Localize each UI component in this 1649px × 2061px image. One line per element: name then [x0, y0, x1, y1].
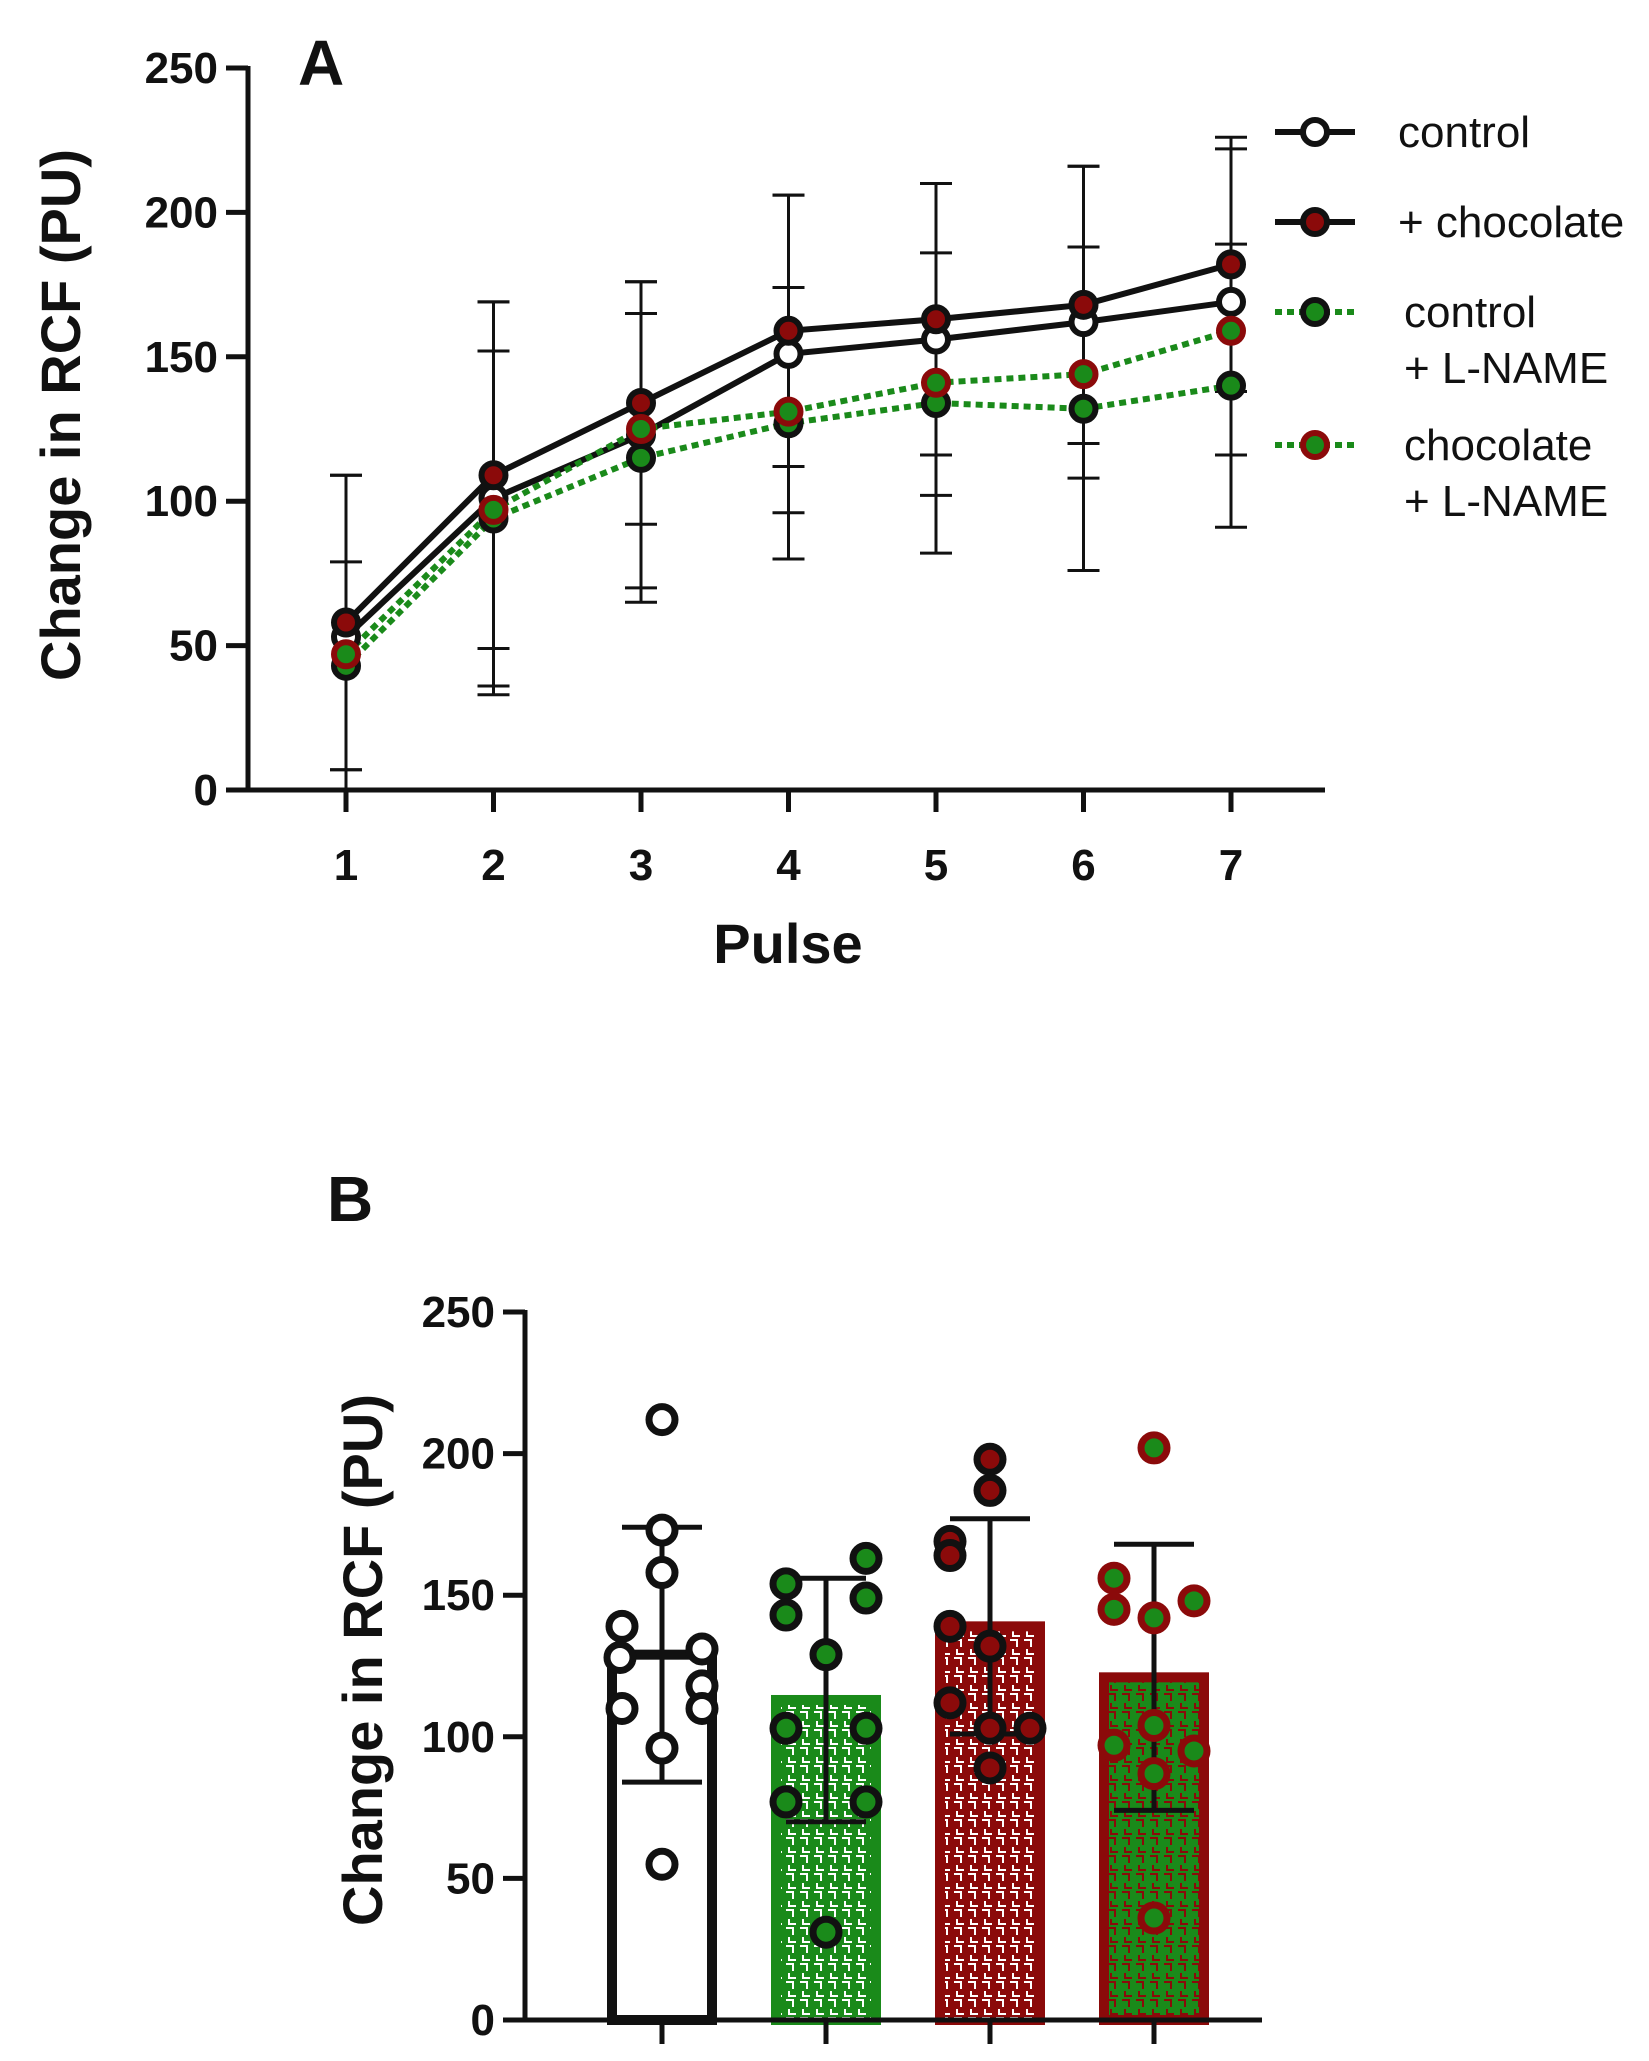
panel-b-data-point: [809, 1915, 843, 1949]
panel-a: A Change in RCF (PU) Pulse 0 50 100 150 200 2…: [29, 27, 1624, 975]
panel-b-y-axis-title: Change in RCF (PU): [331, 1394, 394, 1926]
panel-b-data-point: [645, 1731, 679, 1765]
panel-a-x-tick-label: 4: [776, 841, 801, 890]
panel-a-data-point: [921, 304, 951, 335]
panel-b-data-point: [1137, 1757, 1171, 1791]
legend-marker: [1300, 207, 1330, 237]
panel-b: B Change in RCF (PU) 0 50 100 150 200 250: [327, 1163, 1262, 2045]
panel-a-data-point: [773, 396, 804, 427]
panel-b-letter: B: [327, 1163, 373, 1235]
legend-label: + L-NAME: [1404, 344, 1608, 393]
panel-a-letter: A: [298, 27, 344, 99]
panel-a-data-point: [1068, 359, 1099, 390]
panel-a-data-point: [331, 607, 361, 638]
panel-b-data-point: [605, 1609, 639, 1643]
panel-b-data-point: [973, 1751, 1007, 1785]
panel-a-x-tick-label: 3: [629, 841, 653, 890]
legend-label: + L-NAME: [1404, 477, 1608, 526]
panel-b-data-point: [933, 1609, 967, 1643]
panel-b-data-point: [769, 1785, 803, 1819]
legend-label: + chocolate: [1398, 198, 1624, 247]
panel-b-data-point: [685, 1691, 719, 1725]
panel-a-data-point: [478, 494, 509, 525]
panel-b-data-point: [603, 1641, 637, 1675]
panel-b-data-point: [1097, 1592, 1131, 1626]
panel-a-data-point: [626, 442, 656, 473]
panel-b-y-tick-label: 250: [422, 1288, 495, 1337]
legend-label: control: [1404, 288, 1536, 337]
panel-a-data-point: [773, 315, 804, 346]
panel-b-data-point: [645, 1556, 679, 1590]
panel-b-data-point: [769, 1598, 803, 1632]
panel-b-data-point: [1137, 1901, 1171, 1935]
panel-a-data-point: [1068, 393, 1099, 424]
panel-b-data-point: [849, 1711, 883, 1745]
panel-b-y-tick-label: 200: [422, 1430, 495, 1479]
panel-b-y-tick-label: 0: [471, 1996, 495, 2045]
panel-a-data-point: [921, 367, 951, 398]
panel-a-y-axis-title: Change in RCF (PU): [29, 149, 92, 681]
panel-a-data-point: [1068, 289, 1099, 320]
panel-a-y-tick-label: 0: [194, 766, 218, 815]
panel-b-data-point: [1097, 1728, 1131, 1762]
panel-b-data-point: [645, 1403, 679, 1437]
panel-b-data-point: [933, 1686, 967, 1720]
legend-marker: [1300, 297, 1330, 327]
panel-a-y-tick-label: 100: [145, 477, 218, 526]
panel-b-data-point: [605, 1691, 639, 1725]
panel-b-data-point: [849, 1581, 883, 1615]
panel-b-data-point: [973, 1473, 1007, 1507]
panel-b-data-point: [685, 1632, 719, 1666]
panel-b-data-point: [933, 1539, 967, 1573]
panel-b-data-point: [645, 1847, 679, 1881]
panel-a-y-tick-label: 150: [145, 333, 218, 382]
panel-b-y-tick-label: 150: [422, 1571, 495, 1620]
panel-a-x-tick-label: 1: [334, 841, 358, 890]
panel-b-data-point: [1177, 1734, 1211, 1768]
panel-b-data-point: [1137, 1708, 1171, 1742]
panel-b-axes: 0 50 100 150 200 250: [422, 1288, 1262, 2045]
panel-a-data-point: [626, 414, 656, 444]
panel-a-x-tick-label: 2: [481, 841, 505, 890]
panel-b-data-point: [769, 1711, 803, 1745]
legend-marker: [1300, 117, 1330, 147]
panel-a-data-point: [1216, 286, 1246, 317]
panel-b-bars: [603, 1403, 1211, 2026]
panel-b-data-point: [1177, 1584, 1211, 1618]
panel-b-data-point: [809, 1638, 843, 1672]
panel-b-data-point: [849, 1541, 883, 1575]
legend-marker: [1300, 430, 1330, 460]
panel-b-y-tick-label: 50: [446, 1854, 495, 1903]
panel-b-data-point: [769, 1567, 803, 1601]
legend-label: chocolate: [1404, 421, 1592, 470]
panel-b-data-point: [849, 1785, 883, 1819]
panel-a-y-tick-label: 200: [145, 188, 218, 237]
panel-a-axes: 0 50 100 150 200 250 1 2 3 4 5 6 7: [145, 44, 1325, 890]
panel-a-data-point: [626, 388, 656, 419]
panel-a-x-tick-label: 5: [924, 841, 948, 890]
panel-b-data-point: [973, 1711, 1007, 1745]
panel-a-y-tick-label: 50: [169, 622, 218, 671]
panel-a-data-point: [1216, 315, 1246, 346]
panel-b-data-point: [1013, 1711, 1047, 1745]
panel-b-data-point: [1137, 1431, 1171, 1465]
panel-a-data-point: [478, 460, 509, 491]
panel-a-x-axis-title: Pulse: [713, 912, 862, 975]
panel-a-series: [330, 135, 1247, 792]
panel-a-data-point: [1216, 249, 1246, 280]
panel-a-data-point: [1216, 370, 1246, 401]
panel-b-data-point: [1137, 1601, 1171, 1635]
panel-b-data-point: [973, 1629, 1007, 1663]
panel-a-data-point: [331, 639, 361, 670]
panel-a-x-tick-label: 7: [1219, 841, 1243, 890]
panel-b-data-point: [973, 1442, 1007, 1476]
panel-a-legend: control + chocolate control + L-NAME chocola…: [1275, 108, 1624, 526]
panel-b-data-point: [1097, 1561, 1131, 1595]
panel-a-x-tick-label: 6: [1071, 841, 1095, 890]
panel-b-y-tick-label: 100: [422, 1713, 495, 1762]
panel-b-data-point: [645, 1513, 679, 1547]
legend-label: control: [1398, 108, 1530, 157]
panel-a-y-tick-label: 250: [145, 44, 218, 93]
